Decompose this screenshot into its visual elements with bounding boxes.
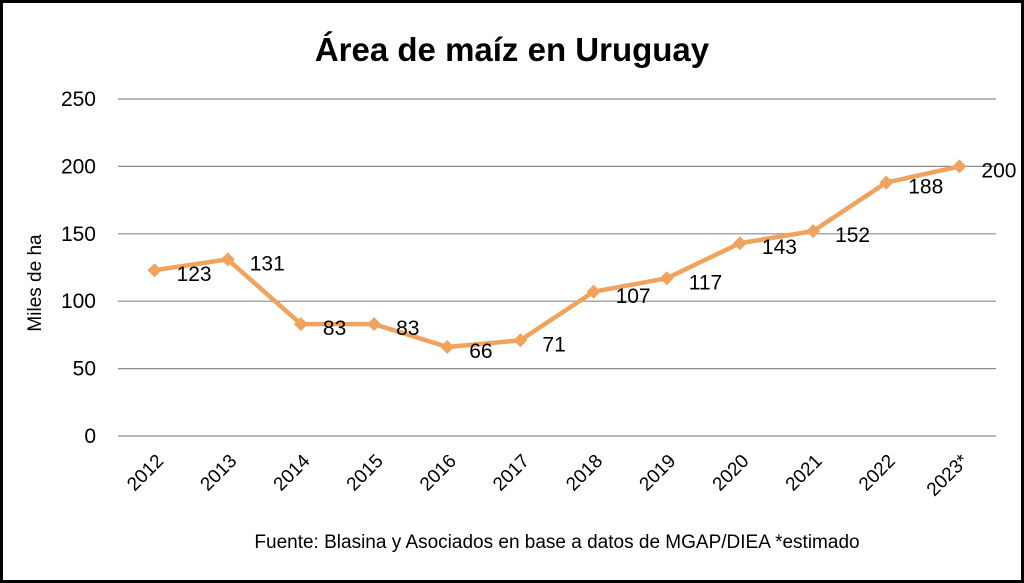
data-label: 152 [835,224,870,247]
data-label: 107 [616,285,651,308]
source-note: Fuente: Blasina y Asociados en base a da… [254,532,859,553]
y-tick-label: 0 [84,425,96,448]
data-point [220,252,235,267]
data-point [952,159,967,174]
data-label: 117 [689,271,722,294]
data-labels: 123 131 83 83 66 71 107 117 143 152 188 200 [177,159,1017,363]
data-label: 83 [396,317,419,340]
x-tick-label: 2017 [489,451,534,496]
data-markers [147,159,967,355]
data-label: 131 [250,252,285,275]
y-tick-label: 50 [73,358,96,381]
data-point [586,284,601,299]
y-tick-labels: 0 50 100 150 200 250 [61,88,96,448]
data-label: 143 [762,236,797,259]
data-label: 123 [177,263,212,286]
data-point [732,236,747,251]
x-tick-label: 2021 [782,451,827,496]
data-label: 71 [542,333,565,356]
data-label: 66 [469,340,492,363]
data-point [147,263,162,278]
y-tick-label: 150 [61,223,96,246]
x-tick-label: 2013 [197,451,242,496]
series-area-maiz [152,164,962,350]
data-point [879,175,894,190]
data-point [293,317,308,332]
data-label: 188 [908,176,943,199]
data-point [367,317,382,332]
x-tick-label: 2018 [562,451,607,496]
x-tick-label: 2020 [709,451,754,496]
data-point [659,271,674,286]
y-axis-label: Miles de ha [25,234,46,332]
x-tick-labels: 2012 2013 2014 2015 2016 2017 2018 2019 2020 2021… [123,450,973,500]
gridlines [118,98,996,437]
data-point [440,340,455,355]
y-tick-label: 100 [61,290,96,313]
x-tick-label: 2012 [123,451,168,496]
data-point [806,224,821,239]
data-point [513,333,528,348]
x-tick-label: 2022 [855,451,900,496]
x-tick-label: 2023* [923,450,973,500]
x-tick-label: 2016 [416,451,461,496]
chart-title: Área de maíz en Uruguay [315,31,710,68]
x-tick-label: 2015 [343,451,388,496]
x-tick-label: 2014 [270,450,315,495]
data-label: 83 [323,317,346,340]
y-tick-label: 200 [61,155,96,178]
series-line [152,164,962,350]
y-tick-label: 250 [61,88,96,111]
data-label: 200 [981,159,1016,182]
x-tick-label: 2019 [636,451,681,496]
